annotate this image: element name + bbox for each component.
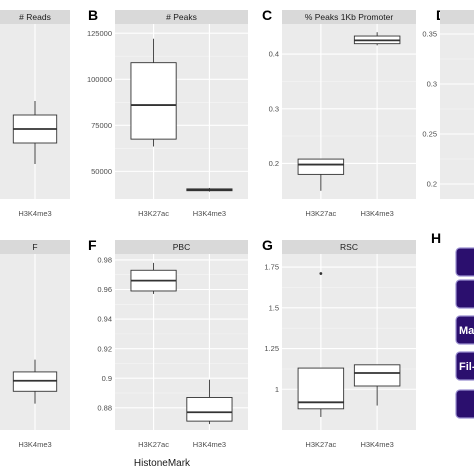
x-tick-label-h3k4me3: H3K4me3 <box>18 440 51 449</box>
panel-5: F H3K4me3 <box>0 240 70 449</box>
panel-3: C % Peaks 1Kb Promoter 0.2 0.3 0.4 H3K27ac H3K… <box>262 7 416 218</box>
facet-strip <box>282 240 416 254</box>
panel-letter-b: B <box>88 7 98 23</box>
box-h3k4me3 <box>12 359 58 404</box>
box-iqr <box>353 364 401 387</box>
y-tick-label: 0.9 <box>102 374 112 383</box>
facet-strip <box>115 240 248 254</box>
y-tick-label: 1.5 <box>269 303 279 312</box>
button-label: Ma <box>459 325 474 337</box>
x-tick-label-h3k4me3: H3K4me3 <box>18 209 51 218</box>
panel-1: # Reads H3K4me3 <box>0 10 70 218</box>
y-tick-label: 0.2 <box>427 180 437 189</box>
box-h3k4me3 <box>186 187 233 192</box>
y-tick-label: 0.3 <box>269 104 279 113</box>
y-tick-label: 0.98 <box>97 256 112 265</box>
y-tick-label: 0.94 <box>97 315 112 324</box>
panel-letter-g: G <box>262 237 273 253</box>
box-iqr <box>130 62 177 140</box>
x-tick-label-h3k4me3: H3K4me3 <box>360 440 393 449</box>
facet-strip-label: # Reads <box>19 12 51 22</box>
box-iqr <box>297 158 345 175</box>
facet-strip-label: # Peaks <box>166 12 197 22</box>
box-h3k4me3 <box>353 364 401 406</box>
y-tick-label: 0.92 <box>97 344 112 353</box>
x-tick-label-h3k4me3: H3K4me3 <box>193 440 226 449</box>
x-tick-label-h3k4me3: H3K4me3 <box>193 209 226 218</box>
y-tick-label: 0.4 <box>269 50 279 59</box>
panel-h: H Ma Fil- <box>431 230 474 419</box>
panel-h-button-3[interactable]: Ma <box>455 315 474 345</box>
y-tick-label: 1.75 <box>264 263 279 272</box>
y-tick-label: 75000 <box>91 121 112 130</box>
panel-h-button-4[interactable]: Fil- <box>455 351 474 381</box>
y-tick-label: 0.25 <box>422 130 437 139</box>
y-tick-label: 0.35 <box>422 30 437 39</box>
y-tick-label: 125000 <box>87 29 112 38</box>
panel-letter-c: C <box>262 7 272 23</box>
panel-4: D0.20.250.30.35 <box>422 7 474 199</box>
box-h3k27ac <box>130 38 177 147</box>
box-h3k4me3 <box>12 101 58 164</box>
panels-layer: # Reads H3K4me3 B # Peaks 50000 75000 100000 12… <box>0 7 474 449</box>
box-h3k27ac <box>297 272 345 417</box>
panel-2: B # Peaks 50000 75000 100000 125000 H3K27ac H3K… <box>87 7 248 218</box>
y-tick-label: 100000 <box>87 75 112 84</box>
facet-strip-label: % Peaks 1Kb Promoter <box>305 12 394 22</box>
plot-background <box>440 24 474 199</box>
x-tick-label-h3k27ac: H3K27ac <box>305 209 336 218</box>
facet-strip <box>282 10 416 24</box>
y-tick-label: 0.2 <box>269 159 279 168</box>
outlier-point <box>319 272 323 275</box>
y-tick-label: 1 <box>275 385 279 394</box>
y-tick-label: 1.25 <box>264 344 279 353</box>
y-tick-label: 0.96 <box>97 285 112 294</box>
box-iqr <box>186 397 233 422</box>
x-tick-label-h3k27ac: H3K27ac <box>305 440 336 449</box>
panel-h-button-5[interactable] <box>455 389 474 419</box>
y-tick-label: 0.88 <box>97 403 112 412</box>
facet-strip <box>440 10 474 24</box>
facet-strip-label: RSC <box>340 242 358 252</box>
box-h3k4me3 <box>186 379 233 425</box>
x-tick-label-h3k27ac: H3K27ac <box>138 440 169 449</box>
button-shape <box>455 279 474 309</box>
y-tick-label: 0.3 <box>427 80 437 89</box>
box-h3k27ac <box>297 158 345 191</box>
panel-7: G RSC 1 1.25 1.5 1.75 H3K27ac H3K4me3 <box>262 237 416 449</box>
panel-letter-f: F <box>88 237 97 253</box>
x-axis-title: HistoneMark <box>134 458 191 469</box>
box-h3k4me3 <box>353 32 401 46</box>
x-tick-label-h3k4me3: H3K4me3 <box>360 209 393 218</box>
panel-h-button-1[interactable] <box>455 247 474 277</box>
box-h3k27ac <box>130 262 177 294</box>
y-tick-label: 50000 <box>91 167 112 176</box>
button-shape <box>455 247 474 277</box>
facet-strip <box>115 10 248 24</box>
panel-h-button-2[interactable] <box>455 279 474 309</box>
x-tick-label-h3k27ac: H3K27ac <box>138 209 169 218</box>
panel-letter-h: H <box>431 230 441 246</box>
facet-strip-label: F <box>32 242 37 252</box>
button-label: Fil- <box>459 361 474 373</box>
facet-strip <box>0 240 70 254</box>
facet-strip-label: PBC <box>173 242 190 252</box>
button-shape <box>455 389 474 419</box>
button-shape <box>455 351 474 381</box>
button-shape <box>455 315 474 345</box>
facet-strip <box>0 10 70 24</box>
panel-6: F PBC 0.88 0.9 0.92 0.94 0.96 0.98 H3K27ac H3K4me… <box>88 237 248 449</box>
